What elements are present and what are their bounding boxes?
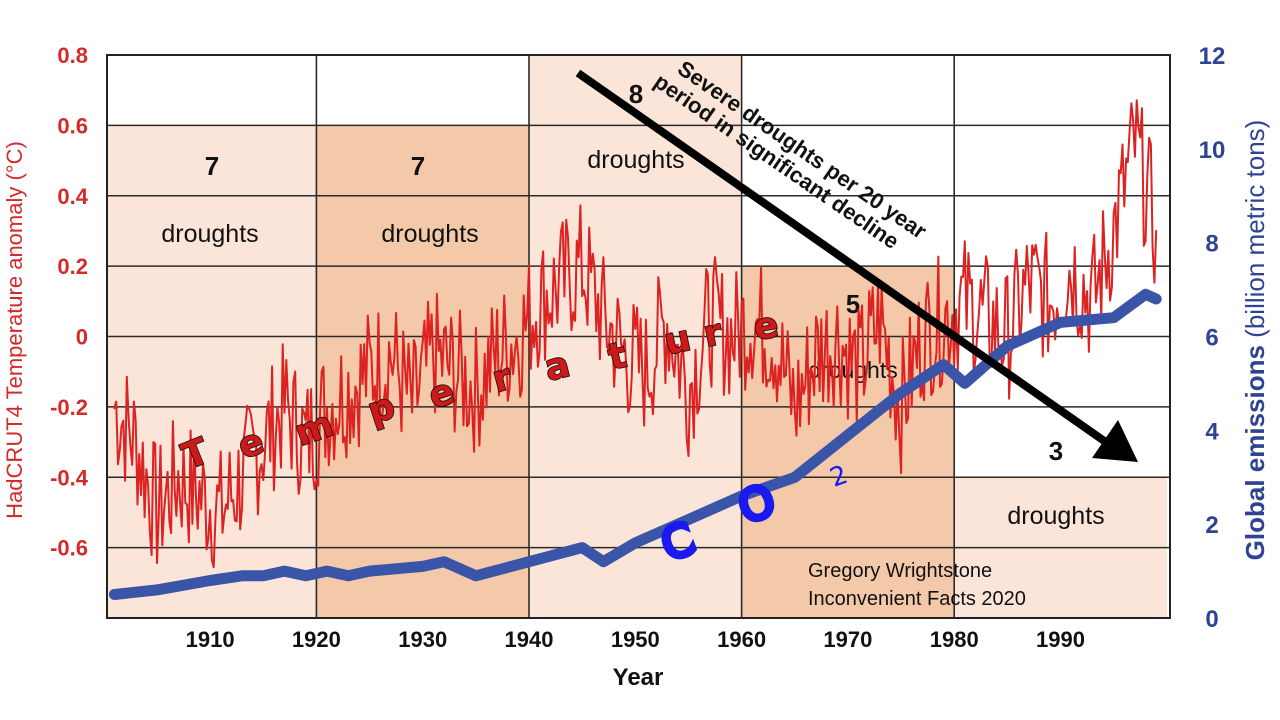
right-axis-title: Global emissions (billion metric tons) [1240, 120, 1270, 561]
right-tick-label: 2 [1205, 512, 1218, 539]
decline-arrow [575, 69, 1138, 462]
drought-count-1920: 7 [411, 151, 425, 181]
drought-count-1980: 3 [1049, 436, 1063, 466]
left-tick-label: 0.2 [57, 254, 88, 279]
left-tick-label: 0.4 [57, 184, 88, 209]
right-tick-label: 0 [1205, 606, 1218, 633]
drought-label-1920: droughts [381, 220, 478, 248]
x-tick-label: 1990 [1036, 627, 1085, 652]
drought-period-labels: 7droughts7droughts8droughts5droughts3dro… [161, 79, 1104, 530]
co2-series-line [108, 288, 1162, 600]
drought-label-1900: droughts [161, 220, 258, 248]
x-tick-label: 1940 [505, 627, 554, 652]
right-tick-label: 4 [1205, 418, 1219, 445]
credit-source: Inconvenient Facts 2020 [808, 588, 1026, 610]
right-tick-label: 8 [1205, 231, 1218, 258]
right-tick-label: 12 [1199, 43, 1226, 70]
decline-arrow-shaft [575, 69, 1113, 449]
x-tick-label: 1980 [930, 627, 979, 652]
left-tick-label: -0.6 [50, 536, 88, 561]
left-tick-label: 0.8 [57, 43, 88, 68]
x-tick-label: 1960 [717, 627, 766, 652]
drought-count-1900: 7 [205, 151, 219, 181]
drought-band-1920 [316, 125, 530, 618]
left-axis: 0.8 0.6 0.4 0.2 0 -0.2 -0.4 -0.6 [50, 43, 89, 561]
left-tick-label: -0.4 [50, 465, 89, 490]
right-tick-label: 10 [1199, 137, 1226, 164]
left-tick-label: -0.2 [50, 395, 88, 420]
x-tick-label: 1920 [292, 627, 341, 652]
left-tick-label: 0.6 [57, 113, 88, 138]
series-layer [108, 99, 1162, 600]
plot-frame [106, 54, 1171, 619]
decline-arrow-head [1092, 420, 1138, 462]
right-axis: 12 10 8 6 4 2 0 [1199, 43, 1226, 633]
plot-border [106, 54, 1171, 619]
x-axis-title: Year [613, 664, 664, 691]
left-tick-label: 0 [76, 325, 88, 350]
x-tick-label: 1970 [823, 627, 872, 652]
x-axis: 1910 1920 1930 1940 1950 1960 1970 1980 1990 [186, 627, 1085, 652]
temperature-series-line [113, 99, 1158, 569]
right-tick-label: 6 [1205, 325, 1218, 352]
right-axis-title-bold: Global emissions [1240, 345, 1270, 560]
credit-author: Gregory Wrightstone [808, 560, 992, 582]
right-axis-title-unit: (billion metric tons) [1240, 120, 1270, 345]
x-tick-label: 1930 [398, 627, 447, 652]
x-tick-label: 1950 [611, 627, 660, 652]
drought-label-1980: droughts [1007, 502, 1104, 530]
credit: Gregory Wrightstone Inconvenient Facts 2… [808, 560, 1026, 610]
drought-count-1960: 5 [846, 289, 860, 319]
x-tick-label: 1910 [186, 627, 235, 652]
drought-count-1940: 8 [629, 79, 643, 109]
left-axis-title: HadCRUT4 Temperature anomaly (°C) [2, 141, 27, 519]
drought-label-1940: droughts [587, 146, 684, 174]
